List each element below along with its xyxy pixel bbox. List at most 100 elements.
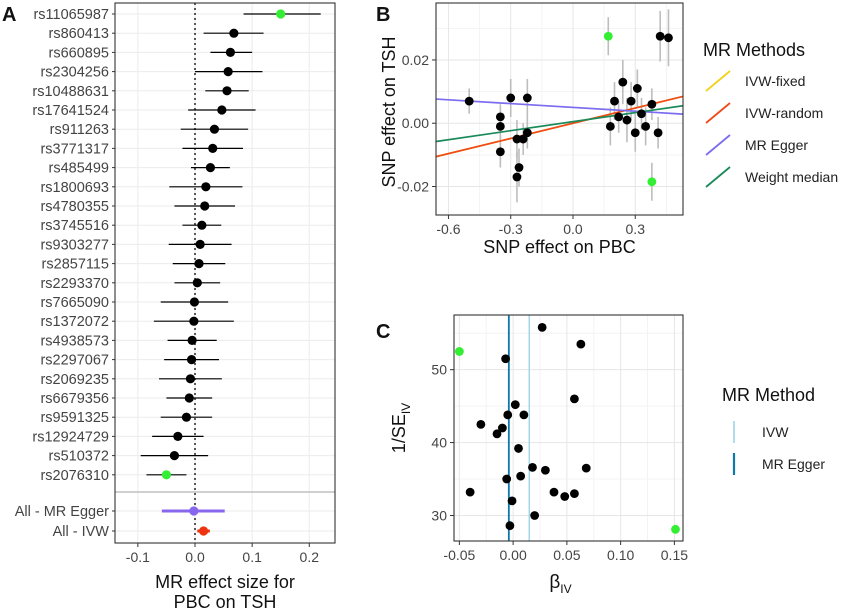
panel-a-snp-label: rs1800693 <box>40 180 109 196</box>
panel-a-tick-label: 0.2 <box>300 549 320 565</box>
panel-b-legend-label: Weight median <box>745 169 838 185</box>
panel-b-legend-key <box>705 102 731 124</box>
panel-b-point <box>664 33 673 43</box>
panel-b-tick-label-y: 0.00 <box>402 115 429 131</box>
panel-a-tick-label: -0.1 <box>126 549 150 565</box>
panel-b-point <box>610 96 619 106</box>
panel-b-legend-label: IVW-fixed <box>745 73 805 89</box>
panel-c-point <box>465 487 475 497</box>
panel-a-xlabel-line1: MR effect size for <box>155 572 295 592</box>
panel-c-point <box>507 496 517 506</box>
panel-a-point <box>195 239 205 249</box>
panel-c-point <box>570 489 579 499</box>
panel-c-plot-area <box>454 315 683 541</box>
panel-a-summary-label: All - MR Egger <box>15 504 109 520</box>
panel-a-xlabel-line2: PBC on TSH <box>174 592 277 611</box>
panel-c-tick-label-y: 50 <box>431 362 447 378</box>
panel-a-summary-point <box>189 506 199 516</box>
panel-b-method-line <box>436 95 683 158</box>
panel-a-forest-plot: rs11065987 rs860413 rs660895 rs2304256 rs104… <box>2 2 336 611</box>
panel-a-snp-label: rs3745516 <box>40 218 109 234</box>
panel-a-snp-label: rs2076310 <box>40 468 109 484</box>
panel-a-point <box>181 412 192 422</box>
panel-a-point <box>192 278 202 288</box>
panel-b-point <box>495 147 505 157</box>
panel-a-point <box>208 143 218 153</box>
panel-a-point <box>197 220 207 230</box>
panel-a-snp-label: rs2304256 <box>40 65 109 81</box>
panel-c-point <box>570 394 579 404</box>
panel-b-point <box>522 128 532 138</box>
panel-a-point <box>194 259 204 269</box>
panel-b-point <box>647 99 657 109</box>
panel-c-tick-label-x: -0.05 <box>443 547 475 563</box>
panel-c-tick-label-x: 0.00 <box>500 547 527 563</box>
panel-c-point <box>510 400 520 410</box>
panel-a-point <box>185 374 196 384</box>
panel-a-snp-label: rs10488631 <box>32 84 109 100</box>
panel-a-snp-label: rs7665090 <box>40 295 109 311</box>
panel-b-point <box>614 112 624 122</box>
panel-c-ylabel-main: 1/SE <box>389 414 409 453</box>
panel-a-snp-label: rs12924729 <box>32 429 109 445</box>
panel-b-point <box>605 122 615 131</box>
panel-b-point <box>641 122 651 131</box>
panel-b-legend-label: IVW-random <box>745 105 823 121</box>
panel-c-point <box>576 339 586 349</box>
panel-c-point <box>497 423 507 433</box>
panel-b-point <box>603 31 613 41</box>
panel-b-point <box>464 96 474 106</box>
panel-c-legend-title: MR Method <box>722 385 815 405</box>
panel-c-border <box>453 314 684 542</box>
panel-b-legend-key <box>705 134 731 156</box>
panel-a-snp-label: rs4780355 <box>40 199 109 215</box>
panel-a-snp-label: rs860413 <box>49 26 109 42</box>
panel-c-xlabel-sub: IV <box>560 582 571 596</box>
panel-c-point <box>502 474 512 484</box>
panel-a-snp-label: rs9591325 <box>40 410 109 426</box>
panel-b-point <box>518 134 528 144</box>
panel-c-point <box>549 487 559 497</box>
panel-b-point <box>655 31 665 41</box>
panel-a-snp-label: rs2297067 <box>40 353 109 369</box>
panel-a-point <box>217 105 227 115</box>
panel-b-tick-label-x: -0.6 <box>436 221 460 237</box>
panel-a-snp-label: rs3771317 <box>40 141 109 157</box>
panel-a-snp-label: rs4938573 <box>40 333 109 349</box>
panel-a-point <box>189 316 199 326</box>
panel-c-legend-label: IVW <box>762 424 789 440</box>
panel-c-point <box>540 465 550 475</box>
panel-a-point <box>276 9 286 19</box>
panel-a-point <box>205 163 216 173</box>
panel-c-point <box>503 410 513 420</box>
panel-c-point <box>581 463 591 473</box>
panel-a-point <box>184 393 194 403</box>
panel-a-snp-label: rs660895 <box>49 45 109 61</box>
panel-b-tick-label-y: 0.02 <box>402 52 429 68</box>
panel-a-summary-point <box>198 526 209 536</box>
panel-a-snp-label: rs11065987 <box>33 7 109 23</box>
panel-a-border <box>114 2 336 544</box>
panel-b-point <box>637 109 646 119</box>
panel-b-point <box>647 177 657 187</box>
panel-c-legend-label: MR Egger <box>762 456 825 472</box>
panel-c-label: C <box>376 321 390 343</box>
panel-b-tick-label-x: 0.3 <box>626 221 646 237</box>
panel-c-tick-label-x: 0.05 <box>553 547 580 563</box>
panel-b-xlabel: SNP effect on PBC <box>483 237 635 257</box>
panel-c-point <box>530 511 540 520</box>
panel-b-tick-label-x: -0.3 <box>499 221 523 237</box>
panel-b-ylabel: SNP effect on TSH <box>379 36 399 187</box>
panel-b-label: B <box>376 4 390 26</box>
panel-a-snp-label: rs2857115 <box>42 257 109 273</box>
panel-c-point <box>454 347 464 356</box>
panel-b-legend-key <box>705 70 731 92</box>
panel-b-point <box>622 115 632 125</box>
panel-a-point <box>161 470 172 480</box>
panel-a-tick-label: 0.0 <box>185 549 205 565</box>
panel-c-point <box>560 492 570 501</box>
panel-b-point <box>495 122 505 131</box>
panel-a-point <box>222 86 232 96</box>
panel-a-point <box>201 182 211 192</box>
